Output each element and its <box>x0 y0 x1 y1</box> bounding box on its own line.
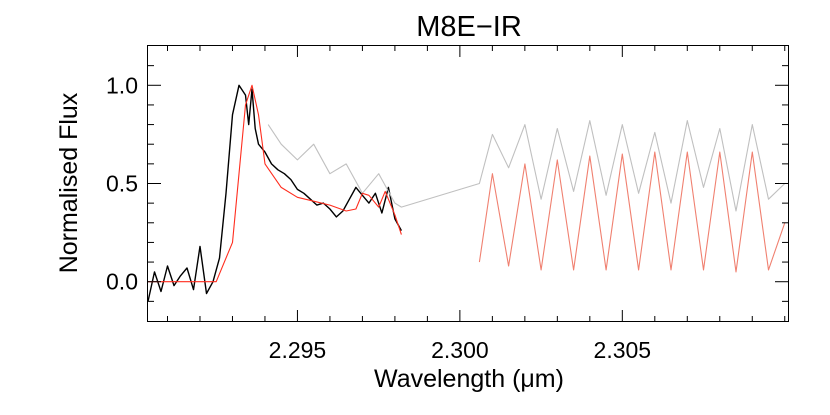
series-line-1 <box>267 120 786 212</box>
axis-ticks: 2.295 2.300 2.305 0.0 0.5 1.0 <box>106 46 788 363</box>
y-tick-label: 0.5 <box>106 171 138 197</box>
data-traces <box>147 84 786 302</box>
y-tick-label: 1.0 <box>106 72 138 98</box>
x-tick-label: 2.305 <box>594 337 652 363</box>
x-tick-label: 2.300 <box>431 337 489 363</box>
series-line-2 <box>148 84 402 283</box>
series-line-0 <box>147 84 403 302</box>
y-axis-label: Normalised Flux <box>55 92 83 273</box>
series-line-3 <box>478 151 786 273</box>
plot-frame <box>147 45 789 322</box>
x-tick-label: 2.295 <box>269 337 327 363</box>
x-axis-label: Wavelength (μm) <box>374 365 564 393</box>
chart-title: M8E−IR <box>416 11 522 43</box>
y-tick-label: 0.0 <box>106 269 138 295</box>
